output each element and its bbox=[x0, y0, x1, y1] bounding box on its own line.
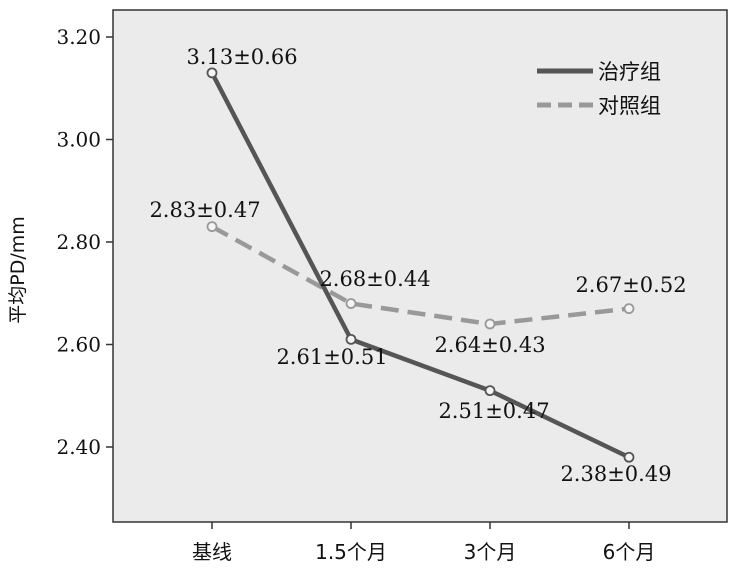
x-tick-label: 1.5个月 bbox=[315, 540, 387, 564]
y-axis: 2.40 2.60 2.80 3.00 3.20 bbox=[56, 25, 113, 459]
y-tick-label: 3.00 bbox=[56, 128, 101, 152]
data-point-marker bbox=[484, 385, 496, 397]
data-point-marker bbox=[484, 318, 496, 330]
data-label: 2.64±0.43 bbox=[434, 333, 545, 357]
data-point-marker bbox=[623, 303, 635, 315]
data-label: 3.13±0.66 bbox=[186, 45, 297, 69]
plot-area bbox=[112, 9, 728, 523]
x-tick-label: 3个月 bbox=[464, 540, 517, 564]
data-point-marker bbox=[206, 67, 218, 79]
data-point-marker bbox=[345, 298, 357, 309]
data-label: 2.67±0.52 bbox=[575, 273, 686, 297]
y-tick-label: 2.40 bbox=[56, 435, 101, 459]
y-axis-title: 平均PD/mm bbox=[7, 216, 29, 324]
x-axis: 基线 1.5个月 3个月 6个月 bbox=[192, 522, 655, 564]
legend-label-treatment: 治疗组 bbox=[598, 60, 661, 84]
series-layer bbox=[206, 67, 635, 463]
data-label: 2.83±0.47 bbox=[149, 198, 260, 222]
legend: 治疗组 对照组 bbox=[537, 60, 661, 118]
legend-label-control: 对照组 bbox=[598, 94, 661, 118]
data-point-marker bbox=[206, 221, 218, 233]
data-label: 2.51±0.47 bbox=[438, 399, 549, 423]
y-tick-label: 3.20 bbox=[56, 25, 101, 49]
series-line-control bbox=[210, 224, 630, 327]
data-point-marker bbox=[623, 451, 635, 463]
data-label: 2.38±0.49 bbox=[560, 462, 671, 486]
x-tick-label: 基线 bbox=[192, 540, 232, 564]
data-point-marker bbox=[345, 333, 357, 345]
y-tick-label: 2.60 bbox=[56, 333, 101, 357]
data-labels: 3.13±0.66 2.61±0.51 2.51±0.47 2.38±0.49 2.83… bbox=[149, 45, 686, 486]
data-label: 2.61±0.51 bbox=[276, 345, 387, 369]
y-tick-label: 2.80 bbox=[56, 230, 101, 254]
data-label: 2.68±0.44 bbox=[319, 267, 430, 291]
x-tick-label: 6个月 bbox=[603, 540, 656, 564]
series-line-treatment bbox=[210, 71, 630, 460]
